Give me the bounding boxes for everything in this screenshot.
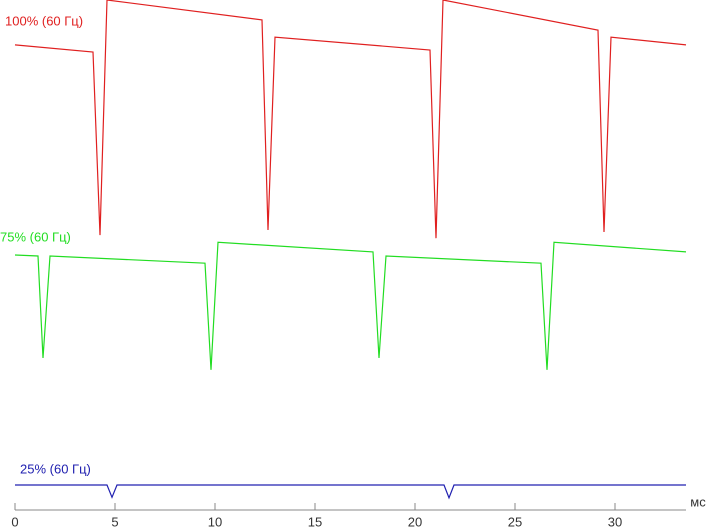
trace	[14, 241, 687, 370]
x-tick-label: 0	[11, 514, 18, 529]
x-tick-label: 30	[608, 514, 622, 529]
x-tick-label: 5	[111, 514, 118, 529]
series-label: 25% (60 Гц)	[20, 461, 91, 476]
x-tick-label: 25	[508, 514, 522, 529]
trace	[15, 484, 686, 500]
x-tick-label: 20	[408, 514, 422, 529]
x-tick-label: 10	[208, 514, 222, 529]
series-label: 100% (60 Гц)	[5, 13, 83, 28]
x-tick-label: 15	[308, 514, 322, 529]
series-label: 75% (60 Гц)	[0, 229, 71, 244]
x-axis-label: мс	[690, 494, 706, 509]
trace	[14, 0, 687, 239]
